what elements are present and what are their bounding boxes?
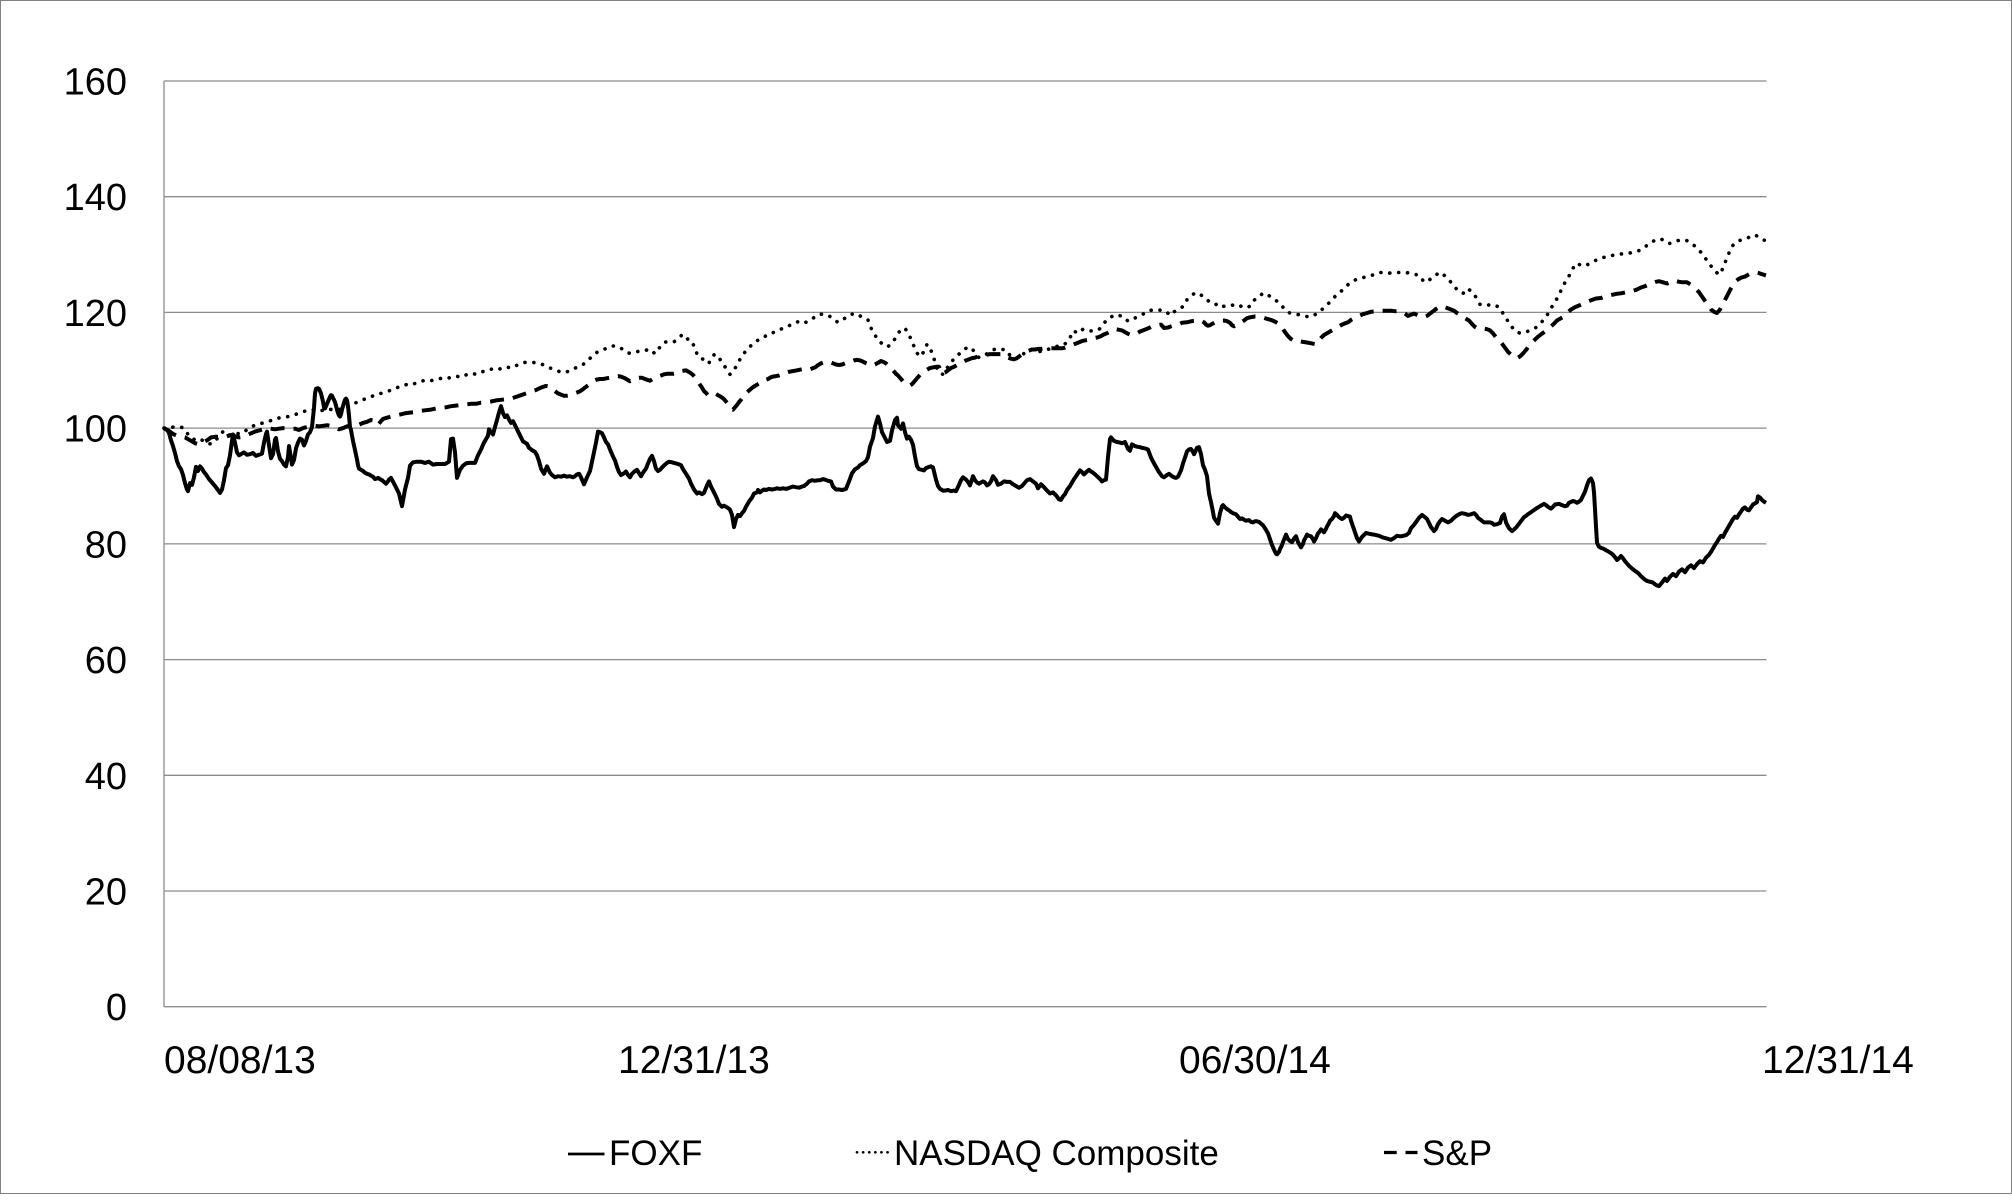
svg-text:12/31/13: 12/31/13 (618, 1039, 770, 1082)
svg-text:160: 160 (64, 62, 127, 104)
svg-text:NASDAQ Composite: NASDAQ Composite (894, 1134, 1219, 1173)
svg-text:60: 60 (85, 640, 127, 682)
svg-text:08/08/13: 08/08/13 (164, 1039, 316, 1082)
svg-text:S&P: S&P (1422, 1134, 1492, 1173)
svg-text:80: 80 (85, 524, 127, 566)
svg-text:20: 20 (85, 872, 127, 914)
svg-text:FOXF: FOXF (609, 1134, 702, 1173)
svg-text:120: 120 (64, 293, 127, 335)
svg-text:40: 40 (85, 756, 127, 798)
svg-text:140: 140 (64, 177, 127, 219)
svg-text:06/30/14: 06/30/14 (1179, 1039, 1331, 1082)
svg-text:12/31/14: 12/31/14 (1762, 1039, 1914, 1082)
svg-text:0: 0 (106, 987, 127, 1029)
svg-text:100: 100 (64, 409, 127, 451)
